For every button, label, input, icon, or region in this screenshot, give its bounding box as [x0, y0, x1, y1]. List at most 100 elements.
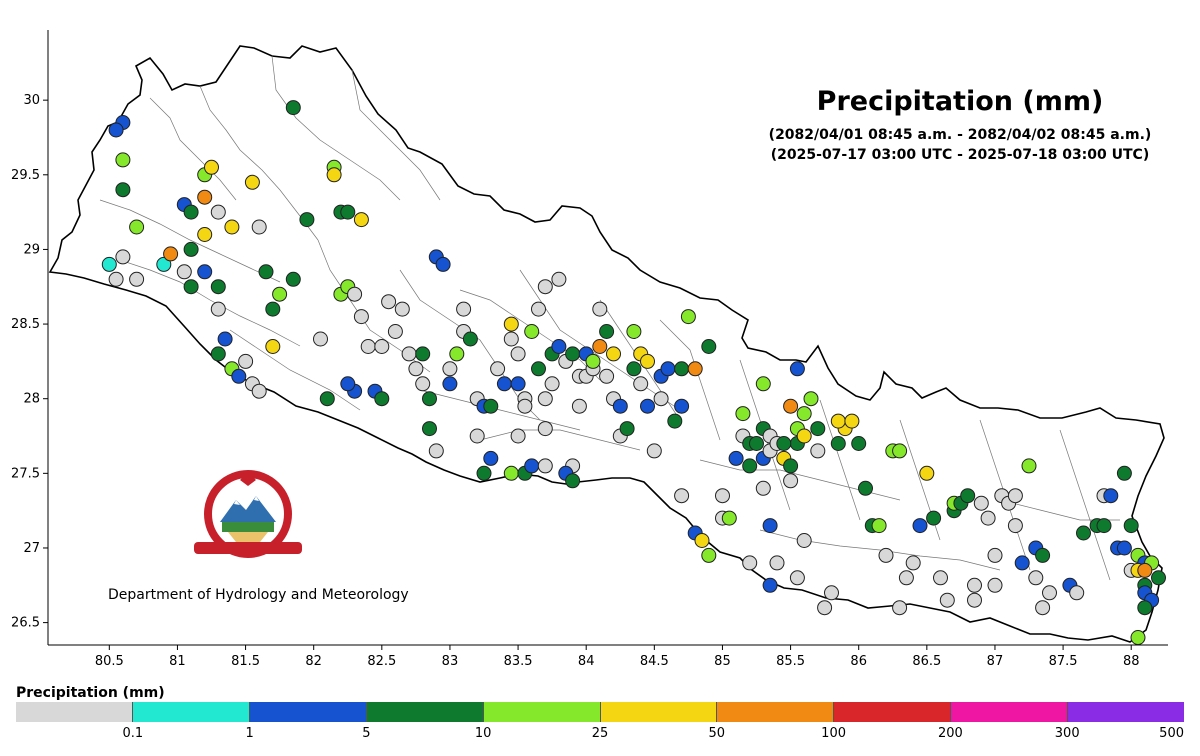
y-tick-label: 28 [23, 392, 40, 407]
station-marker [980, 510, 996, 526]
station-marker [1151, 570, 1166, 586]
legend-color-swatch [600, 702, 718, 722]
precipitation-map: 80.5 81 81.5 82 82.5 83 83.5 84 84.5 85 85.5 86 86.5… [11, 30, 1168, 669]
station-marker [1116, 540, 1132, 556]
station-marker [299, 212, 315, 228]
map-subtitle-nepali-date: (2082/04/01 08:45 a.m. - 2082/04/02 08:4… [768, 127, 1152, 143]
station-marker [183, 241, 199, 257]
legend-tick-label: 300 [1054, 726, 1080, 741]
station-marker [285, 100, 301, 116]
station-marker [830, 413, 846, 429]
station-marker [108, 271, 124, 287]
station-marker [694, 533, 710, 548]
x-tick-label: 83.5 [504, 654, 533, 669]
station-marker [565, 473, 581, 489]
station-marker [442, 361, 458, 377]
station-marker [469, 428, 485, 444]
station-marker [1007, 488, 1023, 504]
station-marker [728, 450, 744, 466]
station-marker [776, 436, 792, 451]
station-marker [878, 547, 894, 563]
station-marker [701, 339, 717, 354]
station-marker [483, 450, 499, 466]
station-marker [1035, 600, 1051, 616]
station-marker [387, 324, 403, 339]
station-marker [531, 301, 546, 317]
station-marker [115, 249, 131, 265]
station-marker [810, 421, 826, 437]
station-marker [810, 443, 826, 459]
station-marker [755, 376, 771, 392]
station-marker [238, 353, 254, 369]
station-marker [353, 212, 369, 228]
station-marker [796, 533, 812, 548]
legend-tick-label: 0.1 [122, 726, 144, 741]
x-tick-label: 84.5 [640, 654, 669, 669]
station-marker [544, 376, 560, 392]
station-marker [606, 346, 621, 362]
station-marker [449, 346, 465, 362]
x-tick-label: 81 [169, 654, 186, 669]
legend-tick-label: 5 [362, 726, 371, 741]
x-tick-label: 80.5 [95, 654, 124, 669]
station-marker [490, 361, 506, 377]
station-marker [1116, 465, 1132, 481]
station-marker [503, 331, 519, 347]
y-tick-label: 28.5 [11, 317, 40, 332]
station-marker [340, 376, 356, 392]
station-marker [428, 443, 444, 459]
x-tick-label: 85 [714, 654, 731, 669]
station-marker [1076, 525, 1091, 541]
station-marker [987, 577, 1003, 593]
station-marker [115, 182, 131, 198]
legend-color-swatch [16, 702, 133, 722]
station-marker [783, 398, 799, 414]
station-marker [313, 331, 328, 347]
station-marker [510, 346, 526, 362]
station-marker [871, 518, 887, 534]
station-marker [210, 346, 226, 362]
station-marker [817, 600, 833, 616]
x-tick-label: 85.5 [776, 654, 805, 669]
station-marker [537, 279, 553, 295]
station-marker [197, 189, 213, 205]
map-title: Precipitation (mm) [816, 86, 1104, 117]
station-marker [115, 152, 131, 168]
station-marker [163, 246, 179, 262]
station-marker [496, 376, 512, 392]
legend-color-swatch [366, 702, 484, 722]
station-marker [789, 361, 805, 377]
station-marker [204, 159, 219, 175]
x-tick-label: 84 [578, 654, 595, 669]
station-marker [844, 413, 860, 429]
station-marker [905, 555, 921, 571]
station-marker [1042, 585, 1057, 601]
x-tick-label: 86.5 [912, 654, 941, 669]
station-marker [422, 421, 437, 437]
station-marker [619, 421, 635, 437]
x-tick-label: 81.5 [231, 654, 260, 669]
station-marker [926, 510, 942, 526]
station-marker [1014, 555, 1030, 571]
station-marker [830, 436, 846, 451]
legend-tick-label: 100 [821, 726, 847, 741]
x-tick-label: 82 [305, 654, 322, 669]
station-marker [1103, 488, 1119, 504]
station-marker [197, 264, 213, 280]
legend-tick-label: 25 [591, 726, 609, 741]
station-marker [646, 443, 662, 459]
station-marker [251, 219, 267, 235]
station-marker [640, 398, 655, 414]
station-marker [415, 346, 431, 362]
station-marker [374, 339, 390, 354]
legend-colorbar [16, 702, 1185, 722]
station-marker [347, 286, 363, 302]
station-marker [1130, 630, 1146, 645]
station-marker [251, 383, 267, 399]
station-marker [571, 398, 587, 414]
station-marker [653, 391, 669, 407]
station-marker [919, 465, 935, 481]
station-marker [960, 488, 976, 504]
station-marker [687, 361, 703, 377]
station-marker [319, 391, 335, 407]
